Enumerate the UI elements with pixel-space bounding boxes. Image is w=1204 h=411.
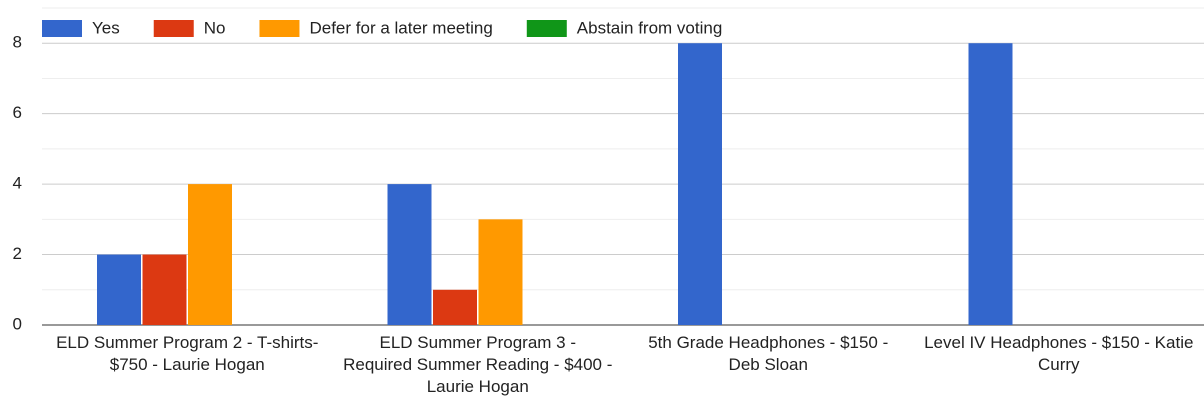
legend-swatch [526, 20, 567, 37]
bar [387, 184, 432, 325]
bar [433, 289, 477, 325]
y-tick-label: 4 [13, 174, 22, 193]
legend-label: Abstain from voting [577, 18, 723, 37]
legend-label: Yes [92, 18, 120, 37]
bar [678, 43, 722, 325]
x-tick-label: 5th Grade Headphones - $150 - Deb Sloan [648, 333, 889, 374]
y-tick-label: 8 [13, 33, 22, 52]
bar [142, 254, 187, 325]
legend-label: Defer for a later meeting [309, 18, 492, 37]
bar [478, 219, 523, 325]
legend-swatch [153, 20, 194, 37]
legend-swatch [42, 20, 82, 37]
x-tick-label: Level IV Headphones - $150 - Katie Curry [924, 333, 1194, 374]
bar [968, 43, 1013, 325]
legend-label: No [204, 18, 226, 37]
bar [97, 254, 141, 325]
x-tick-label: ELD Summer Program 2 - T-shirts- $750 - … [56, 333, 319, 374]
x-tick-label: ELD Summer Program 3 - Required Summer R… [343, 333, 613, 396]
y-tick-label: 6 [13, 103, 22, 122]
bar [188, 184, 232, 325]
y-tick-label: 0 [13, 314, 22, 333]
y-tick-label: 2 [13, 244, 22, 263]
legend-swatch [259, 20, 300, 37]
